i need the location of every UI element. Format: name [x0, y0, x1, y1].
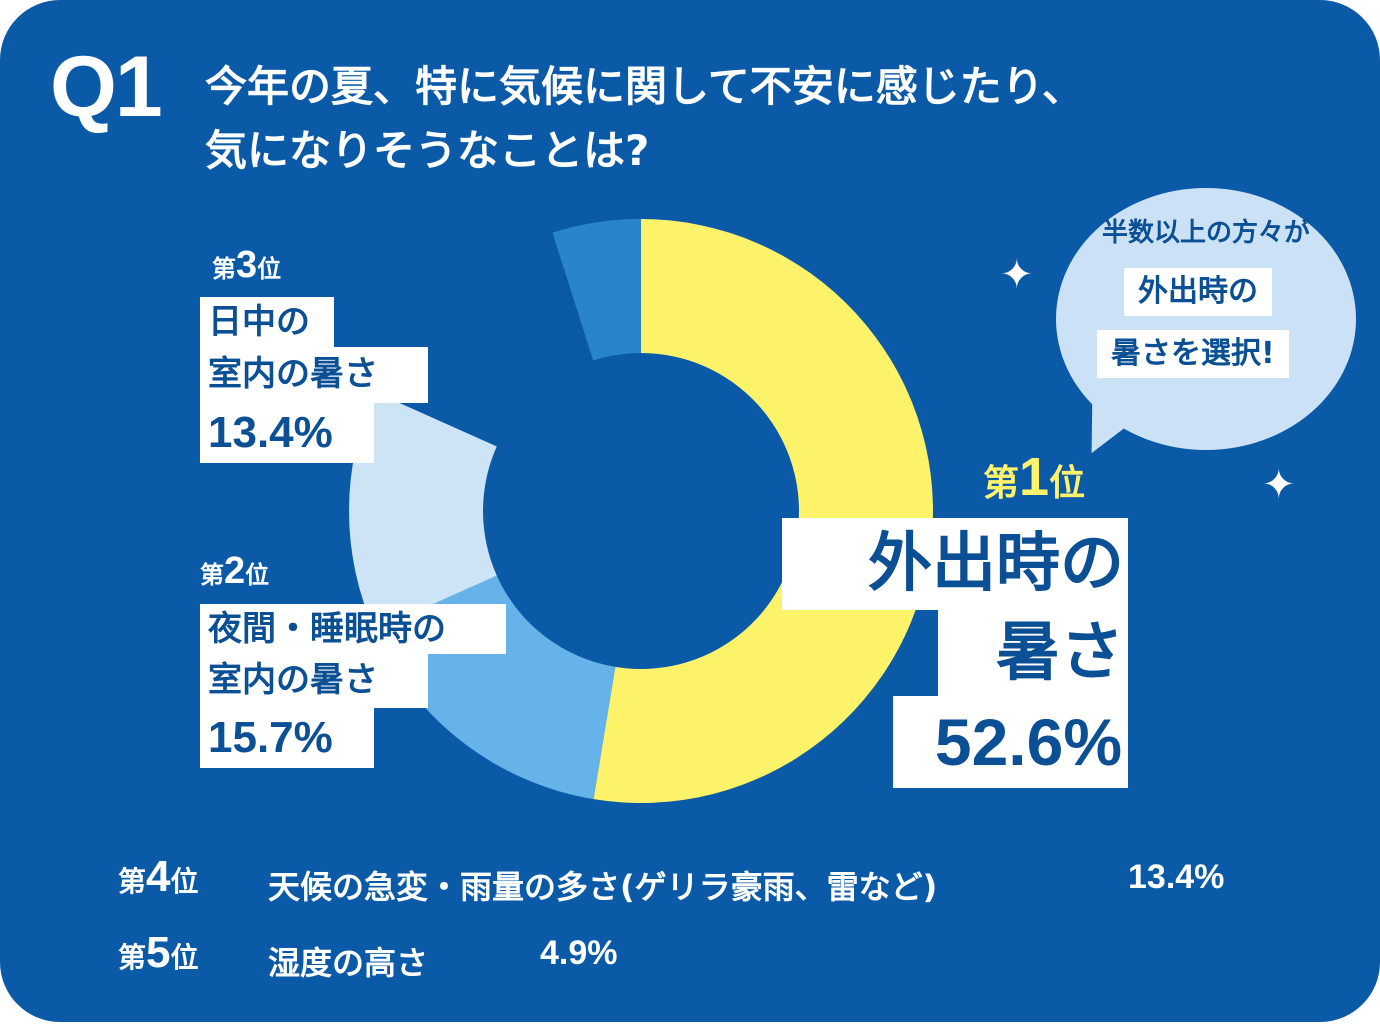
- rank-1-heading: 第1位: [983, 446, 1085, 508]
- rank-3-heading: 第3位: [212, 244, 281, 287]
- donut-slice-5: [552, 219, 641, 361]
- rank-suffix: 位: [257, 255, 282, 283]
- question-text: 今年の夏、特に気候に関して不安に感じたり、 気になりそうなことは?: [205, 62, 1085, 175]
- rank-1-label-line1: 外出時の: [782, 518, 1128, 610]
- rank-suffix: 位: [1049, 463, 1086, 504]
- rank-3-value: 13.4%: [200, 403, 374, 463]
- rank-number: 5: [146, 928, 171, 977]
- rank-suffix: 位: [170, 941, 199, 974]
- rank-2-heading: 第2位: [200, 550, 269, 593]
- rank-prefix: 第: [118, 941, 147, 974]
- rank-suffix: 位: [170, 865, 199, 898]
- rank-2-value: 15.7%: [200, 708, 374, 768]
- rank-5-label: 湿度の高さ: [268, 944, 429, 982]
- rank-prefix: 第: [983, 463, 1020, 504]
- rank-number: 1: [1019, 447, 1050, 507]
- rank-5-row: 第5位: [118, 928, 199, 978]
- callout-line-3: 暑さを選択!: [1097, 330, 1289, 378]
- rank-4-value: 13.4%: [1128, 858, 1225, 896]
- callout-line-1: 半数以上の方々が: [1101, 218, 1310, 248]
- sparkle-icon: ✦: [1262, 462, 1296, 508]
- rank-5-value: 4.9%: [540, 934, 618, 972]
- rank-number: 4: [146, 852, 171, 901]
- question-number: Q1: [50, 39, 163, 135]
- donut-slice-3: [348, 391, 497, 631]
- sparkle-icon: ✦: [1000, 252, 1034, 298]
- rank-4-label: 天候の急変・雨量の多さ(ゲリラ豪雨、雷など): [268, 868, 938, 906]
- rank-prefix: 第: [212, 255, 236, 283]
- rank-suffix: 位: [245, 561, 270, 589]
- rank-prefix: 第: [118, 865, 147, 898]
- rank-4-row: 第4位: [118, 852, 199, 902]
- rank-1-value: 52.6%: [893, 696, 1128, 788]
- callout-line-2: 外出時の: [1124, 268, 1272, 316]
- donut-slice-1: [593, 219, 933, 803]
- rank-prefix: 第: [200, 561, 224, 589]
- rank-number: 3: [236, 244, 258, 286]
- rank-3-label-line2: 室内の暑さ: [200, 347, 428, 403]
- donut-slice-4: [374, 232, 594, 447]
- rank-number: 2: [224, 550, 246, 592]
- rank-1-label-line2: 暑さ: [938, 610, 1128, 696]
- rank-3-label-line1: 日中の: [200, 297, 334, 347]
- callout-bubble: [1056, 188, 1356, 450]
- rank-2-label-line1: 夜間・睡眠時の: [200, 604, 506, 654]
- rank-2-label-line2: 室内の暑さ: [200, 654, 428, 708]
